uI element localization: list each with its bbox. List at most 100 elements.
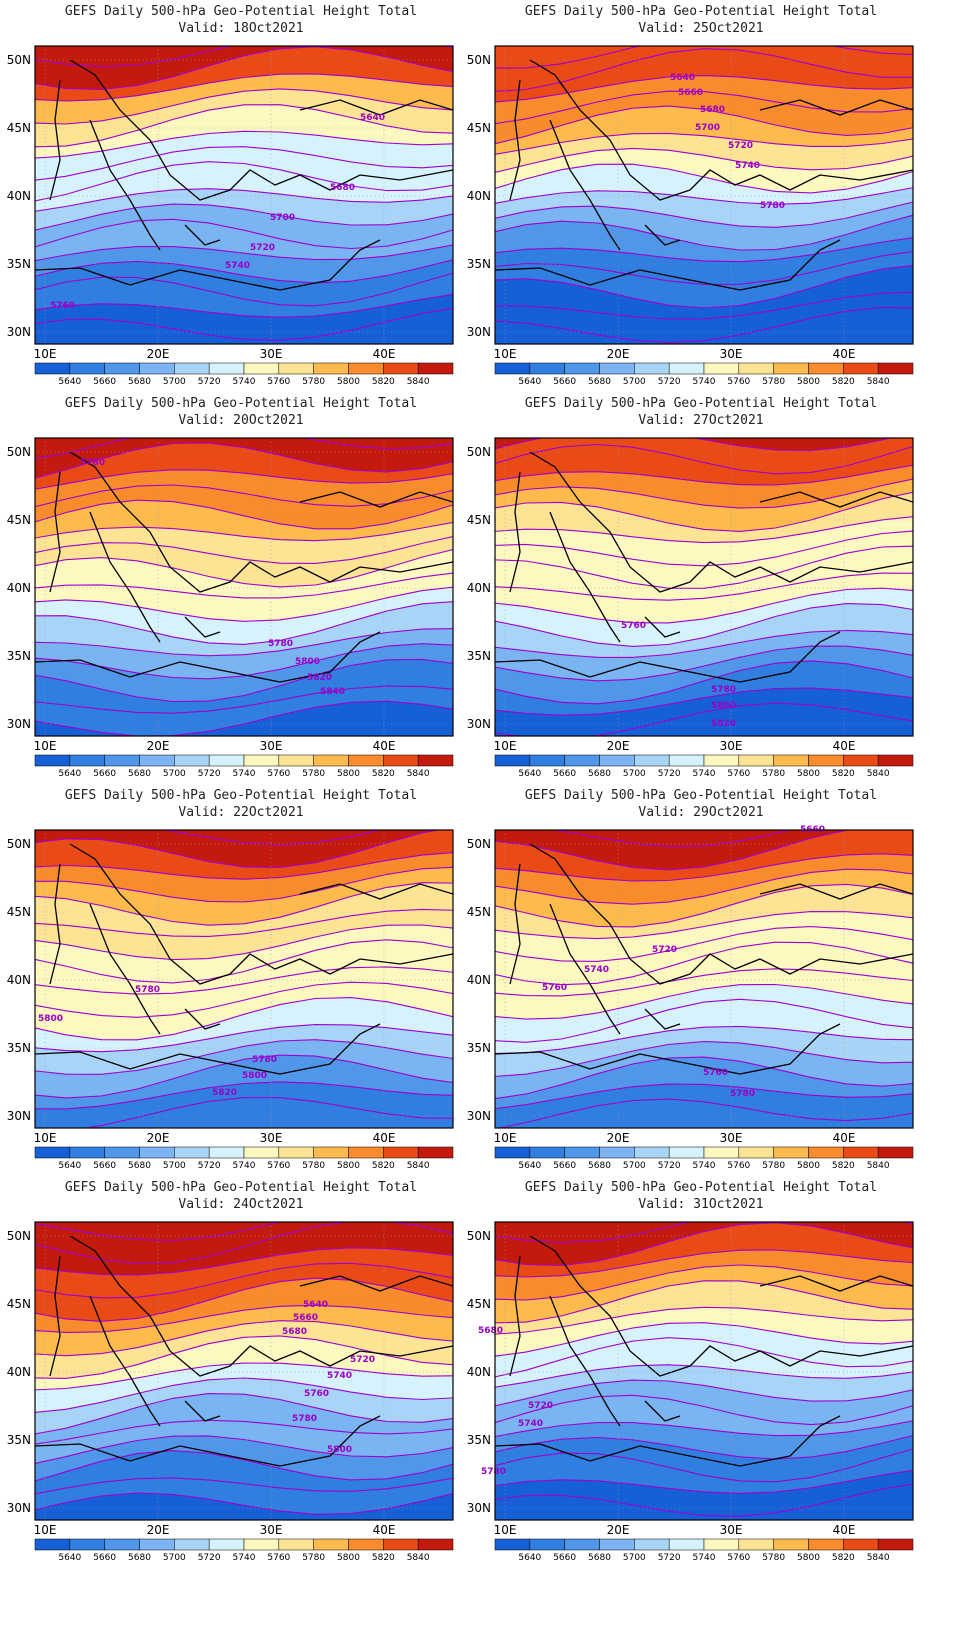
contour-line <box>495 1025 913 1055</box>
contour-line <box>495 983 913 1020</box>
lat-tick-label: 30N <box>7 1109 31 1123</box>
colorbar-swatch <box>348 1146 384 1159</box>
contour-line <box>495 572 913 601</box>
contour-line <box>495 1056 913 1100</box>
contour-label: 5800 <box>242 1071 267 1081</box>
contour-line <box>35 549 453 588</box>
panel-valid-date: Valid: 31Oct2021 <box>638 1197 764 1212</box>
lat-tick-label: 50N <box>7 445 31 459</box>
contour-label: 5640 <box>303 1300 328 1310</box>
panel-valid-date: Valid: 18Oct2021 <box>178 21 304 36</box>
contour-line <box>35 203 453 231</box>
colorbar-label: 5720 <box>198 1553 221 1563</box>
contour-line <box>495 968 913 997</box>
colorbar-swatch <box>494 754 531 767</box>
contour-line <box>495 1483 913 1517</box>
contour-line <box>495 1280 913 1324</box>
colorbar-label: 5820 <box>832 1553 855 1563</box>
colorbar-swatch <box>383 754 419 767</box>
contour-label: 5780 <box>80 458 105 468</box>
contour-line <box>35 1247 453 1276</box>
colorbar-label: 5660 <box>553 377 576 387</box>
coastline <box>35 843 453 1075</box>
lon-tick-label: 10E <box>34 1523 57 1537</box>
contour-line <box>495 530 913 567</box>
contour-line <box>35 658 453 703</box>
contour-label: 5800 <box>327 1445 352 1455</box>
map-panel: GEFS Daily 500-hPa Geo-Potential Height … <box>460 784 942 1194</box>
coastline <box>35 59 453 291</box>
colorbar-label: 5760 <box>727 1553 750 1563</box>
colorbar-swatch <box>208 1146 245 1159</box>
lat-tick-label: 40N <box>467 973 491 987</box>
colorbar-label: 5840 <box>867 769 890 779</box>
contour-line <box>35 572 453 599</box>
lat-tick-label: 35N <box>467 257 491 271</box>
colorbar-label: 5780 <box>302 1161 325 1171</box>
contour-label: 5840 <box>320 687 345 697</box>
colorbar-label: 5800 <box>337 1161 360 1171</box>
contour-line <box>35 469 453 490</box>
colorbar: 5640 5660 5680 5700 5720 5740 5760 5780 5800 5820… <box>494 1146 914 1171</box>
colorbar-swatch <box>313 754 349 767</box>
lon-tick-label: 40E <box>833 347 856 361</box>
contour-line <box>495 1420 913 1438</box>
colorbar-label: 5740 <box>693 769 716 779</box>
contour-line <box>35 1304 453 1333</box>
lat-tick-label: 45N <box>7 1297 31 1311</box>
height-band <box>85 1097 453 1128</box>
height-band <box>35 1493 453 1520</box>
colorbar-label: 5820 <box>832 1161 855 1171</box>
coastline <box>35 1235 453 1467</box>
colorbar-swatch <box>599 1538 635 1551</box>
colorbar-label: 5820 <box>372 1161 395 1171</box>
contour-line <box>495 464 913 486</box>
contour-line <box>35 1450 453 1482</box>
contour-line <box>495 75 913 103</box>
contour-line <box>549 830 792 847</box>
contour-line <box>35 1039 453 1075</box>
colorbar-swatch <box>877 754 914 767</box>
contour-line <box>495 291 913 320</box>
lat-tick-label: 30N <box>467 1501 491 1515</box>
contour-line <box>35 830 383 846</box>
colorbar-swatch <box>564 362 600 375</box>
colorbar-swatch <box>383 1538 419 1551</box>
colorbar-label: 5800 <box>797 377 820 387</box>
colorbar-swatch <box>668 1538 705 1551</box>
colorbar-swatch <box>703 754 740 767</box>
colorbar-label: 5700 <box>623 1161 646 1171</box>
contour-line <box>35 1024 453 1053</box>
colorbar-label: 5700 <box>623 377 646 387</box>
contour-line <box>495 645 913 682</box>
colorbar-label: 5660 <box>553 769 576 779</box>
lat-tick-label: 45N <box>467 1297 491 1311</box>
contour-label: 5700 <box>695 123 720 133</box>
contour-label: 5640 <box>670 73 695 83</box>
colorbar-swatch <box>348 362 384 375</box>
contour-label: 5740 <box>225 261 250 271</box>
colorbar-label: 5660 <box>93 1161 116 1171</box>
contour-line <box>495 443 913 475</box>
colorbar-swatch <box>139 362 175 375</box>
colorbar-label: 5680 <box>128 377 151 387</box>
panel-title: GEFS Daily 500-hPa Geo-Potential Height … <box>524 1180 878 1195</box>
colorbar-label: 5800 <box>337 1553 360 1563</box>
lat-tick-label: 50N <box>467 1229 491 1243</box>
lon-tick-label: 10E <box>494 1523 517 1537</box>
contour-line <box>35 908 453 937</box>
contour-line <box>35 46 453 91</box>
colorbar: 5640 5660 5680 5700 5720 5740 5760 5780 5800 5820… <box>34 1146 454 1171</box>
colorbar-swatch <box>69 1146 105 1159</box>
colorbar-swatch <box>843 1146 879 1159</box>
contour-line <box>495 603 913 647</box>
panel-title: GEFS Daily 500-hPa Geo-Potential Height … <box>524 788 878 803</box>
colorbar-label: 5740 <box>693 1161 716 1171</box>
contour-line <box>35 939 453 984</box>
colorbar-swatch <box>773 1146 809 1159</box>
colorbar-swatch <box>208 1538 245 1551</box>
contour-line <box>35 218 453 250</box>
contour-line <box>495 478 913 509</box>
lon-tick-label: 40E <box>373 1523 396 1537</box>
